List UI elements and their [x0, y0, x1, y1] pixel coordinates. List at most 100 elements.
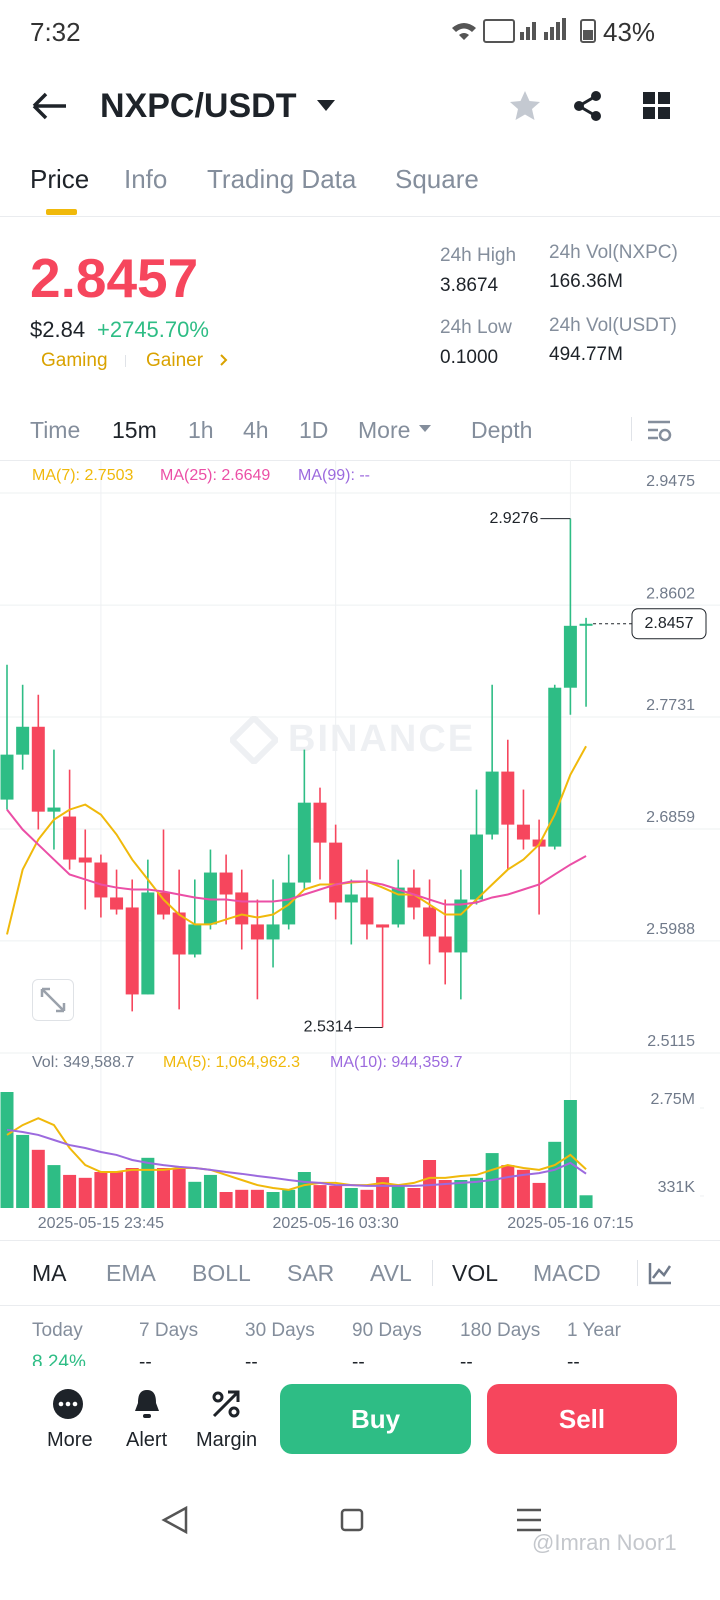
volume-bar [0, 1092, 14, 1208]
separator [631, 417, 632, 441]
volume-bar [203, 1174, 217, 1208]
last-price-box [631, 608, 707, 640]
tag[interactable]: Gaming [41, 350, 108, 371]
interval-more[interactable]: More [358, 417, 411, 443]
stat-value: 3.8674 [440, 275, 499, 296]
indicator[interactable]: MACD [533, 1260, 601, 1286]
candle-body [78, 857, 92, 863]
period-label: 1 Year [567, 1320, 621, 1341]
volume-bar [407, 1188, 421, 1208]
sell-button[interactable]: Sell [487, 1384, 677, 1454]
fullscreen-button[interactable] [32, 979, 74, 1021]
volume-ma-line [6, 1128, 587, 1187]
stat-label: 24h Vol(NXPC) [549, 242, 678, 263]
legend-item: MA(10): 944,359.7 [330, 1054, 463, 1071]
tab-info[interactable]: Info [124, 164, 168, 194]
menu-grid-button[interactable] [643, 92, 671, 120]
legend-item: MA(99): -- [298, 467, 370, 484]
period-label: 30 Days [245, 1320, 315, 1341]
indicator[interactable]: SAR [287, 1260, 335, 1286]
action-label[interactable]: Alert [126, 1429, 168, 1451]
volume-bar [438, 1180, 452, 1208]
interval-active[interactable]: 15m [112, 417, 157, 443]
divider [0, 460, 720, 461]
volume-bar [250, 1189, 264, 1208]
volume-bar [423, 1160, 437, 1208]
volume-bar [297, 1172, 311, 1208]
candle-body [16, 726, 30, 755]
nav-recents[interactable] [517, 1508, 541, 1532]
indicator-active[interactable]: VOL [452, 1260, 499, 1286]
watermark: @Imran Noor1 [532, 1530, 677, 1555]
volume-bar [360, 1189, 374, 1208]
volume-bar [313, 1185, 327, 1208]
candle-body [266, 924, 280, 940]
more-icon[interactable] [52, 1388, 84, 1420]
nav-home[interactable] [340, 1508, 364, 1532]
volume-bar [188, 1181, 202, 1208]
legend-item: Vol: 349,588.7 [32, 1054, 134, 1071]
candle-body [188, 924, 202, 955]
tag[interactable]: Gainer [146, 350, 204, 371]
action-label[interactable]: Margin [196, 1429, 258, 1451]
stat-value: 166.36M [549, 271, 623, 292]
candle-body [31, 726, 45, 812]
pair-title[interactable]: NXPC/USDT [100, 87, 297, 125]
candle-body [141, 892, 155, 995]
separator [432, 1260, 433, 1286]
candle-body [0, 754, 14, 800]
candle-body [423, 907, 437, 937]
divider [0, 1305, 720, 1306]
interval[interactable]: Time [30, 417, 81, 443]
period-label: 90 Days [352, 1320, 422, 1341]
nav-back[interactable] [161, 1505, 188, 1535]
tab-trading-data[interactable]: Trading Data [207, 164, 357, 194]
battery-level: 43% [603, 17, 656, 47]
battery-icon [580, 19, 596, 43]
volume-bar [235, 1189, 249, 1208]
status-icons [452, 18, 596, 43]
interval[interactable]: 4h [243, 417, 269, 443]
ma-line [6, 745, 587, 935]
candle-body [516, 824, 530, 840]
indicator-settings-button[interactable] [647, 1260, 673, 1286]
interval[interactable]: 1D [299, 417, 329, 443]
divider [0, 1240, 720, 1241]
legend-item: MA(7): 2.7503 [32, 467, 133, 484]
ma-line [6, 808, 587, 906]
y-tick-label: 2.7731 [646, 697, 695, 714]
indicator[interactable]: BOLL [192, 1260, 251, 1286]
interval-depth[interactable]: Depth [471, 417, 533, 443]
candle-body [563, 625, 577, 688]
tab-square[interactable]: Square [395, 164, 479, 194]
action-label[interactable]: More [47, 1429, 93, 1451]
candle-body [157, 892, 170, 915]
indicator[interactable]: EMA [106, 1260, 156, 1286]
favorite-button[interactable] [508, 89, 542, 123]
buy-button[interactable]: Buy [280, 1384, 471, 1454]
back-button[interactable] [30, 90, 70, 122]
volume-bar [141, 1157, 155, 1208]
min-price-label: 2.5314 [304, 1019, 353, 1036]
y-tick-label: 331K [658, 1179, 696, 1196]
pair-dropdown[interactable] [315, 98, 337, 114]
margin-icon[interactable] [210, 1388, 242, 1420]
volume-bar [78, 1177, 92, 1208]
volume-bar [219, 1192, 233, 1208]
y-tick-label: 2.6859 [646, 809, 695, 826]
chart-settings-button[interactable] [646, 418, 672, 444]
indicator-active[interactable]: MA [32, 1260, 67, 1286]
candle-body [485, 771, 499, 835]
candle-body [47, 807, 61, 812]
share-button[interactable] [572, 90, 604, 122]
tab-price[interactable]: Price [30, 164, 90, 194]
alert-icon[interactable] [132, 1387, 162, 1421]
volume-bar [47, 1165, 61, 1208]
candle-body [329, 842, 343, 903]
x-tick-label: 2025-05-16 03:30 [272, 1215, 398, 1232]
indicator[interactable]: AVL [370, 1260, 412, 1286]
volume-bar [579, 1195, 593, 1208]
interval[interactable]: 1h [188, 417, 214, 443]
stat-value: 494.77M [549, 344, 623, 365]
